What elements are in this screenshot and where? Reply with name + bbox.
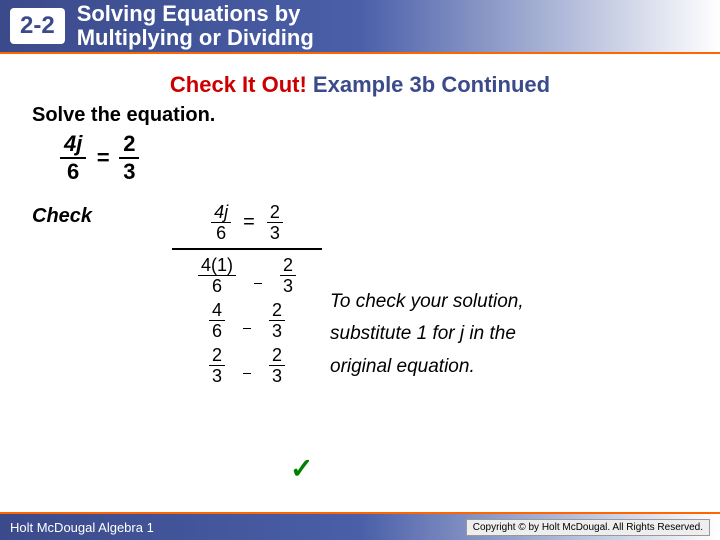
- main-lhs-fraction: 4j 6: [60, 133, 86, 183]
- explanation-text: To check your solution, substitute 1 for…: [330, 286, 524, 383]
- check-row-3: 23 23: [172, 340, 322, 385]
- r2-rden: 3: [272, 321, 282, 340]
- r1-rden: 3: [283, 276, 293, 295]
- check-head-lden: 6: [216, 223, 226, 242]
- check-table: 4j 6 = 2 3 4(1)6 23 46 23 23: [172, 203, 322, 385]
- explain-l2: substitute 1 for j in the: [330, 318, 524, 350]
- check-label: Check: [32, 203, 172, 385]
- instruction-text: Solve the equation.: [32, 104, 688, 127]
- r3-lnum: 2: [209, 346, 225, 366]
- main-rhs-num: 2: [119, 133, 139, 159]
- lesson-title: Solving Equations by Multiplying or Divi…: [77, 2, 314, 50]
- lesson-title-line2: Multiplying or Dividing: [77, 26, 314, 50]
- checkmark-icon: ✓: [290, 452, 313, 485]
- vbar-1: [254, 262, 262, 284]
- check-head-eq: =: [243, 211, 255, 234]
- main-equation: 4j 6 = 2 3: [60, 133, 688, 183]
- main-lhs-num: 4j: [64, 131, 82, 156]
- main-rhs-den: 3: [123, 159, 135, 183]
- r2-lnum: 4: [209, 301, 225, 321]
- headline-blue: Example 3b Continued: [307, 72, 550, 97]
- r2-lden: 6: [212, 321, 222, 340]
- check-head-rhs: 2 3: [267, 203, 283, 242]
- r3-rnum: 2: [269, 346, 285, 366]
- footer-copyright: Copyright © by Holt McDougal. All Rights…: [466, 519, 710, 536]
- example-headline: Check It Out! Example 3b Continued: [32, 72, 688, 98]
- lesson-header: 2-2 Solving Equations by Multiplying or …: [0, 0, 720, 54]
- main-rhs-fraction: 2 3: [119, 133, 139, 183]
- r3-lden: 3: [212, 366, 222, 385]
- explain-l3: original equation.: [330, 351, 524, 383]
- footer-brand: Holt McDougal Algebra 1: [10, 520, 154, 535]
- footer: Holt McDougal Algebra 1 Copyright © by H…: [0, 512, 720, 540]
- check-head-rden: 3: [270, 223, 280, 242]
- r1-lnum: 4(1): [198, 256, 236, 276]
- lesson-number-badge: 2-2: [10, 8, 65, 44]
- check-head-rnum: 2: [267, 203, 283, 223]
- vbar-2: [243, 307, 251, 329]
- check-head-row: 4j 6 = 2 3: [172, 203, 322, 250]
- check-row-2: 46 23: [172, 295, 322, 340]
- r2-rnum: 2: [269, 301, 285, 321]
- r1-rnum: 2: [280, 256, 296, 276]
- vbar-3: [243, 352, 251, 374]
- check-head-lhs: 4j 6: [211, 203, 231, 242]
- headline-red: Check It Out!: [170, 72, 307, 97]
- lesson-title-line1: Solving Equations by: [77, 2, 314, 26]
- explain-l1: To check your solution,: [330, 286, 524, 318]
- check-row-1: 4(1)6 23: [172, 250, 322, 295]
- main-lhs-den: 6: [67, 159, 79, 183]
- check-head-lnum: 4j: [214, 202, 228, 222]
- r3-rden: 3: [272, 366, 282, 385]
- r1-lden: 6: [212, 276, 222, 295]
- main-equals: =: [96, 145, 109, 171]
